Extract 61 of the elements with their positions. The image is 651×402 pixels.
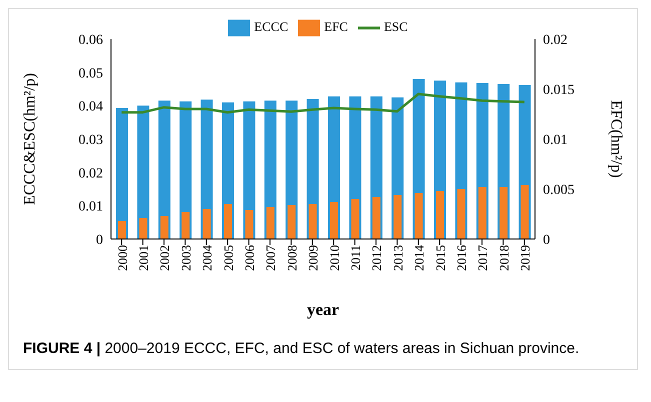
y2-tick-label: 0.005 bbox=[543, 182, 574, 198]
bar bbox=[182, 212, 190, 239]
bar bbox=[308, 204, 317, 239]
bar bbox=[372, 197, 380, 239]
x-tick-label: 2014 bbox=[412, 244, 427, 271]
legend-label: ECCC bbox=[254, 18, 288, 34]
y-tick-label: 0.03 bbox=[78, 132, 103, 148]
y-tick-label: 0.04 bbox=[78, 100, 103, 115]
y-axis-title: ECCC&ESC(hm²/p) bbox=[22, 73, 39, 205]
x-tick-label: 2003 bbox=[178, 245, 194, 271]
x-tick-label: 2016 bbox=[454, 244, 470, 271]
y2-tick-label: 0.01 bbox=[543, 132, 568, 148]
line-series bbox=[120, 92, 526, 114]
legend-label: EFC bbox=[324, 18, 348, 34]
x-tick-label: 2004 bbox=[200, 244, 215, 271]
y2-tick-label: 0.015 bbox=[543, 82, 574, 98]
legend-label: ESC bbox=[384, 18, 408, 34]
x-tick-label: 2018 bbox=[496, 245, 512, 271]
x-tick-label: 2005 bbox=[220, 245, 236, 271]
bar bbox=[118, 221, 126, 239]
bar bbox=[436, 191, 444, 239]
bar bbox=[520, 185, 529, 239]
bar bbox=[266, 207, 274, 239]
x-tick-label: 2009 bbox=[306, 245, 321, 271]
bar bbox=[139, 218, 148, 239]
x-tick-label: 2000 bbox=[114, 245, 130, 271]
bar bbox=[414, 193, 423, 239]
x-axis-title: year bbox=[306, 300, 340, 319]
x-tick-label: 2006 bbox=[242, 244, 258, 271]
x-tick-label: 2013 bbox=[390, 245, 406, 271]
caption: FIGURE 4 | 2000–2019 ECCC, EFC, and ESC of waters areas in Sichuan province. bbox=[22, 339, 580, 359]
x-tick-label: 2008 bbox=[284, 245, 300, 271]
x-tick-label: 2007 bbox=[263, 244, 278, 271]
bar bbox=[330, 202, 338, 239]
bar bbox=[457, 189, 466, 239]
y-tick-label: 0.01 bbox=[78, 200, 103, 215]
y-tick-label: 0.06 bbox=[78, 32, 103, 48]
y-tick-label: 0.05 bbox=[78, 66, 103, 82]
x-tick-label: 2001 bbox=[136, 245, 152, 271]
x-tick-label: 2012 bbox=[369, 245, 384, 271]
bar bbox=[478, 187, 486, 239]
x-tick-label: 2015 bbox=[432, 245, 448, 271]
bar bbox=[288, 205, 296, 239]
bar bbox=[160, 216, 168, 239]
y2-axis-title: EFC(hm²/p) bbox=[607, 100, 624, 178]
bar bbox=[394, 195, 402, 239]
x-tick-label: 2011 bbox=[348, 245, 364, 271]
bar bbox=[351, 199, 360, 239]
y2-tick-label: 0.02 bbox=[543, 32, 568, 48]
x-tick-label: 2010 bbox=[326, 245, 342, 271]
bar bbox=[500, 187, 508, 239]
bar bbox=[202, 209, 211, 239]
y-tick-label: 0.02 bbox=[78, 166, 103, 182]
y-tick-label: 0 bbox=[96, 232, 103, 248]
bar bbox=[116, 108, 128, 239]
x-tick-label: 2019 bbox=[518, 245, 533, 271]
bar bbox=[245, 210, 254, 239]
bar bbox=[224, 204, 232, 239]
y2-tick-label: 0 bbox=[543, 232, 550, 248]
x-tick-label: 2002 bbox=[157, 245, 172, 271]
x-tick-label: 2017 bbox=[475, 244, 490, 271]
